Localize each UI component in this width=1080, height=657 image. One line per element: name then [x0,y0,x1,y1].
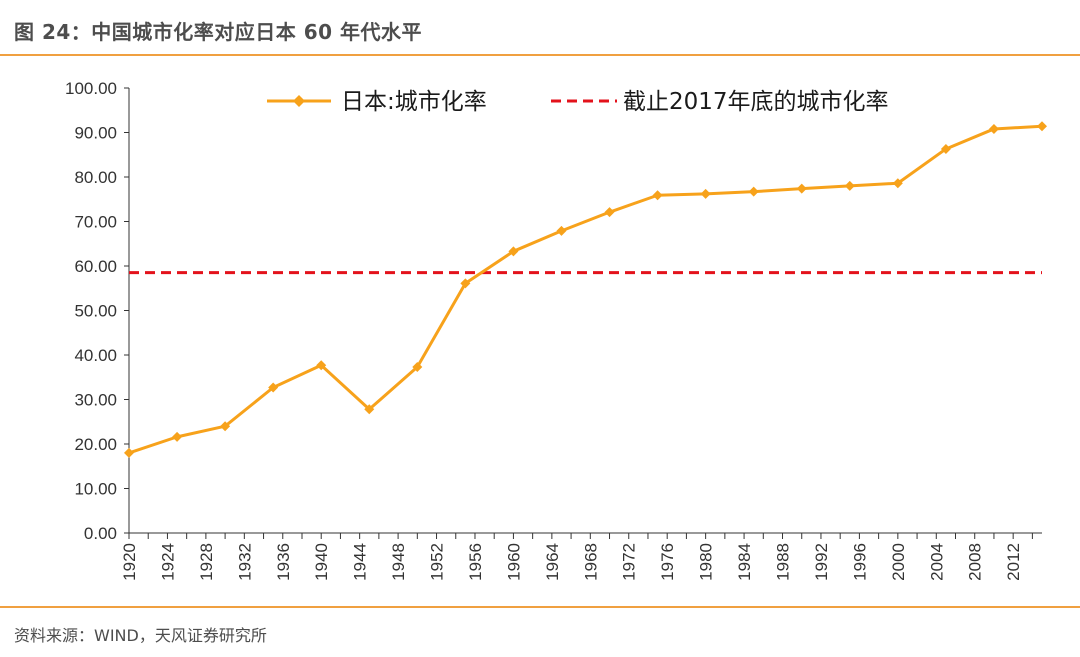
x-tick-label: 1944 [351,543,370,581]
data-point [844,180,855,191]
source-note: 资料来源：WIND，天风证券研究所 [14,626,267,645]
y-tick-label: 10.00 [74,480,117,499]
y-tick-label: 20.00 [74,435,117,454]
x-tick-label: 2012 [1004,543,1023,581]
data-point [412,362,423,373]
y-tick-label: 30.00 [74,391,117,410]
data-point [892,178,903,189]
data-point [604,207,615,218]
x-tick-label: 1960 [504,543,523,581]
data-point [316,360,327,371]
y-tick-label: 80.00 [74,168,117,187]
data-point [556,225,567,236]
data-point [652,190,663,201]
x-tick-label: 1972 [620,543,639,581]
data-point [508,246,519,257]
data-point [1037,121,1047,132]
legend-marker-japan [293,95,305,107]
y-tick-label: 60.00 [74,257,117,276]
source-divider [0,606,1080,608]
data-point [364,404,375,415]
x-tick-label: 2008 [966,543,985,581]
x-tick-label: 1948 [389,543,408,581]
x-tick-label: 1924 [158,543,177,581]
figure-title: 图 24：中国城市化率对应日本 60 年代水平 [14,20,423,44]
japan-urbanization-line [128,124,1043,455]
x-tick-label: 2004 [927,543,946,581]
data-point [124,447,134,458]
x-tick-label: 1984 [735,543,754,581]
y-tick-label: 0.00 [84,524,117,543]
x-tick-label: 1932 [235,543,254,581]
x-tick-label: 1996 [850,543,869,581]
data-point [268,382,279,393]
y-tick-label: 70.00 [74,213,117,232]
x-tick-label: 1920 [120,543,139,581]
x-tick-label: 1980 [697,543,716,581]
x-tick-label: 1976 [658,543,677,581]
x-tick-label: 2000 [889,543,908,581]
x-tick-label: 1988 [774,543,793,581]
data-point [460,278,471,289]
data-point [940,143,951,154]
data-point [748,186,759,197]
series-layer [124,121,1047,458]
x-tick-label: 1956 [466,543,485,581]
data-point [172,431,183,442]
x-tick-label: 1936 [274,543,293,581]
x-axis-ticks: 1920 1924 1928 1932 1936 1940 1944 1948 1952 1956… [120,533,1033,581]
y-tick-label: 40.00 [74,346,117,365]
y-tick-label: 100.00 [65,79,117,98]
y-tick-label: 50.00 [74,302,117,321]
data-point [700,188,711,199]
legend-label-reference: 截止2017年底的城市化率 [623,89,889,115]
x-tick-label: 1940 [312,543,331,581]
x-tick-label: 1992 [812,543,831,581]
y-axis-ticks: 0.00 10.00 20.00 30.00 40.00 50.00 60.00 70.00 8… [65,79,129,543]
chart-axes [128,88,1042,534]
chart-legend: 日本:城市化率 截止2017年底的城市化率 [267,89,889,115]
x-tick-label: 1968 [581,543,600,581]
x-tick-label: 1964 [543,543,562,581]
urbanization-line-chart: 0.00 10.00 20.00 30.00 40.00 50.00 60.00 70.00 8… [65,79,1047,581]
data-point [988,123,999,134]
x-tick-label: 1952 [428,543,447,581]
y-tick-label: 90.00 [74,124,117,143]
data-point [220,421,231,432]
data-point [796,183,807,194]
title-divider [0,54,1080,56]
x-tick-label: 1928 [197,543,216,581]
legend-label-japan: 日本:城市化率 [341,89,487,115]
